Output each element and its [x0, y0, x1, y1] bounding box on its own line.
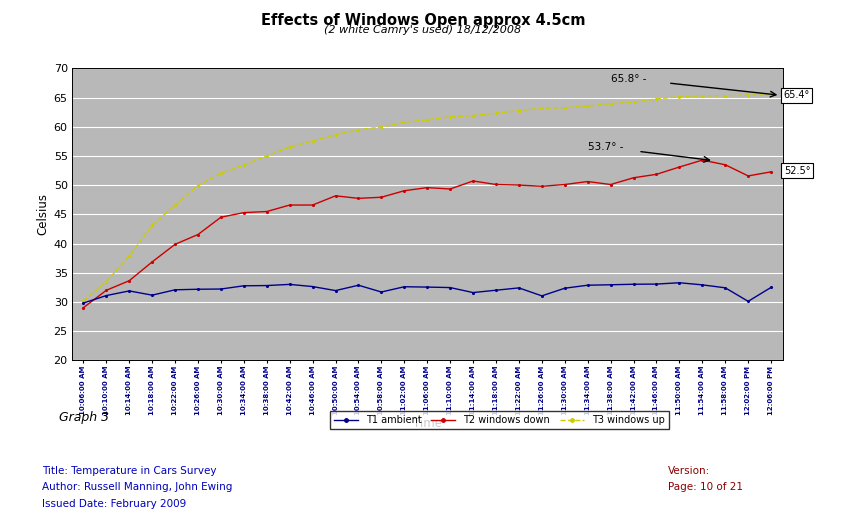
Text: Graph 3: Graph 3	[59, 411, 109, 424]
Text: Author: Russell Manning, John Ewing: Author: Russell Manning, John Ewing	[42, 482, 233, 492]
Text: Version:: Version:	[668, 466, 711, 476]
Text: Title: Temperature in Cars Survey: Title: Temperature in Cars Survey	[42, 466, 217, 476]
Text: 65.8° -: 65.8° -	[611, 74, 646, 84]
Text: Issued Date: February 2009: Issued Date: February 2009	[42, 499, 187, 509]
Text: 52.5°: 52.5°	[783, 166, 810, 176]
X-axis label: Time: Time	[413, 417, 442, 430]
Y-axis label: Celsius: Celsius	[36, 194, 49, 235]
Legend: T1 ambient, T2 windows down, T3 windows up: T1 ambient, T2 windows down, T3 windows …	[330, 411, 668, 429]
Text: Page: 10 of 21: Page: 10 of 21	[668, 482, 744, 492]
Text: (2 white Camry's used) 18/12/2008: (2 white Camry's used) 18/12/2008	[324, 25, 522, 35]
Text: 65.4°: 65.4°	[783, 90, 810, 100]
Text: Effects of Windows Open approx 4.5cm: Effects of Windows Open approx 4.5cm	[261, 13, 585, 28]
Text: 53.7° -: 53.7° -	[588, 142, 624, 152]
